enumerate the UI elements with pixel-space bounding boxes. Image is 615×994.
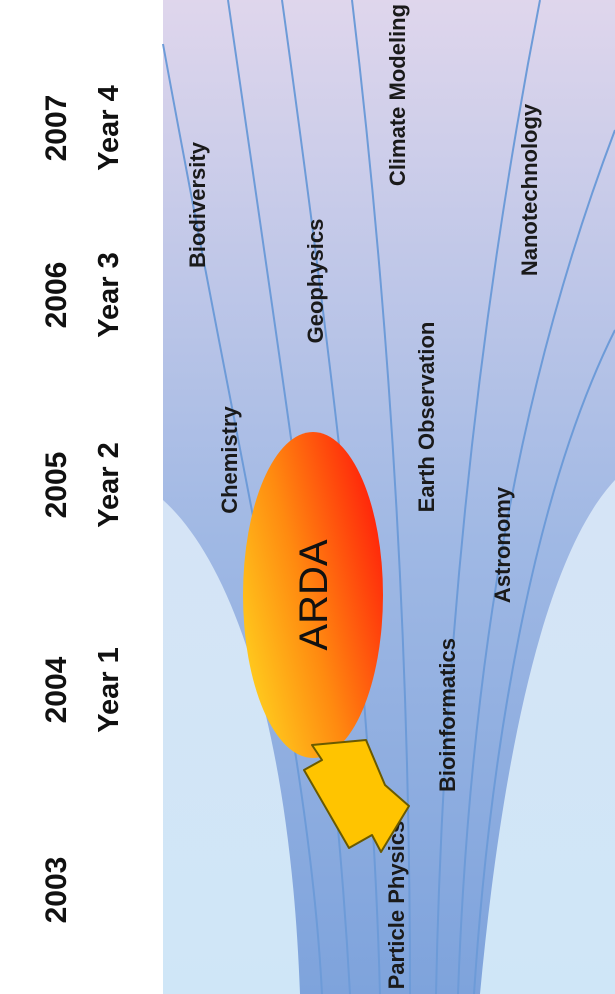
year-label-2: Year 2 (93, 442, 125, 527)
label-nanotechnology: Nanotechnology (517, 103, 542, 276)
domain-line (457, 129, 615, 994)
timeline: 2003 2004 Year 1 2005 Year 2 2006 Year 3… (40, 85, 125, 923)
year-2004: 2004 (40, 656, 73, 723)
arda-ellipse (243, 432, 383, 758)
year-label-4: Year 4 (93, 85, 125, 170)
label-climate-modeling: Climate Modeling (385, 4, 410, 186)
arda-node: ARDA (243, 432, 383, 758)
label-geophysics: Geophysics (303, 219, 328, 344)
label-earth-observation: Earth Observation (414, 322, 439, 513)
year-label-1: Year 1 (93, 647, 125, 732)
funnel-shape (163, 0, 615, 994)
label-particle-physics: Particle Physics (384, 821, 409, 990)
domain-line (473, 329, 615, 994)
arrow-icon (303, 739, 410, 853)
label-biodiversity: Biodiversity (185, 141, 210, 268)
domain-labels: Particle Physics Bioinformatics Astronom… (185, 4, 542, 989)
domain-line (435, 0, 541, 994)
year-2003: 2003 (40, 857, 73, 924)
label-bioinformatics: Bioinformatics (435, 638, 460, 792)
domain-line (351, 0, 411, 994)
year-2005: 2005 (40, 452, 73, 519)
label-chemistry: Chemistry (217, 405, 242, 513)
year-2006: 2006 (40, 262, 73, 329)
arda-label: ARDA (292, 539, 336, 650)
label-astronomy: Astronomy (490, 486, 515, 603)
year-label-3: Year 3 (93, 252, 125, 337)
year-2007: 2007 (40, 95, 73, 162)
